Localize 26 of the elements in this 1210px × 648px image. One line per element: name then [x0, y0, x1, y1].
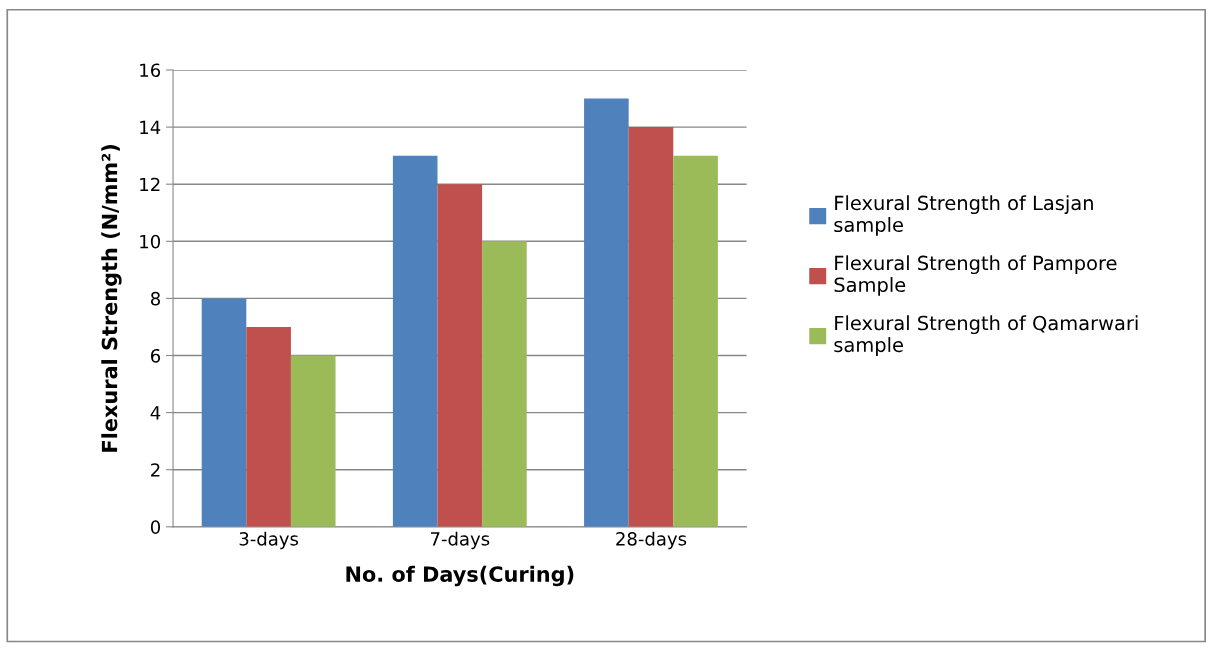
bar: [482, 241, 527, 527]
y-tick-label: 4: [150, 406, 161, 420]
bar: [392, 155, 438, 527]
x-tick-label: 3-days: [239, 531, 299, 550]
x-tick-label: 28-days: [616, 531, 687, 550]
bar: [584, 98, 629, 527]
x-axis-title: No. of Days(Curing): [346, 565, 574, 587]
x-tick-label: 7-days: [430, 531, 490, 550]
y-axis-title: Flexural Strength (N/mm²): [101, 145, 122, 452]
legend-label: Flexural Strength of Pampore Sample: [834, 255, 1117, 296]
y-tick-label: 2: [151, 463, 160, 477]
legend-label: Flexural Strength of Lasjan sample: [834, 195, 1093, 236]
bar: [246, 326, 291, 527]
y-tick-label: 12: [140, 177, 160, 192]
bar: [290, 355, 336, 527]
bar: [673, 155, 718, 527]
y-tick-label: 6: [151, 348, 161, 363]
y-tick-label: 14: [140, 120, 161, 134]
bar: [201, 298, 247, 527]
legend-label: Flexural Strength of Qamarwari sample: [834, 315, 1138, 356]
y-tick-label: 10: [140, 234, 161, 249]
y-tick-label: 16: [140, 63, 161, 78]
bar: [628, 127, 674, 527]
y-tick-label: 8: [150, 291, 160, 306]
bar: [437, 184, 483, 527]
y-tick-label: 0: [150, 520, 161, 534]
